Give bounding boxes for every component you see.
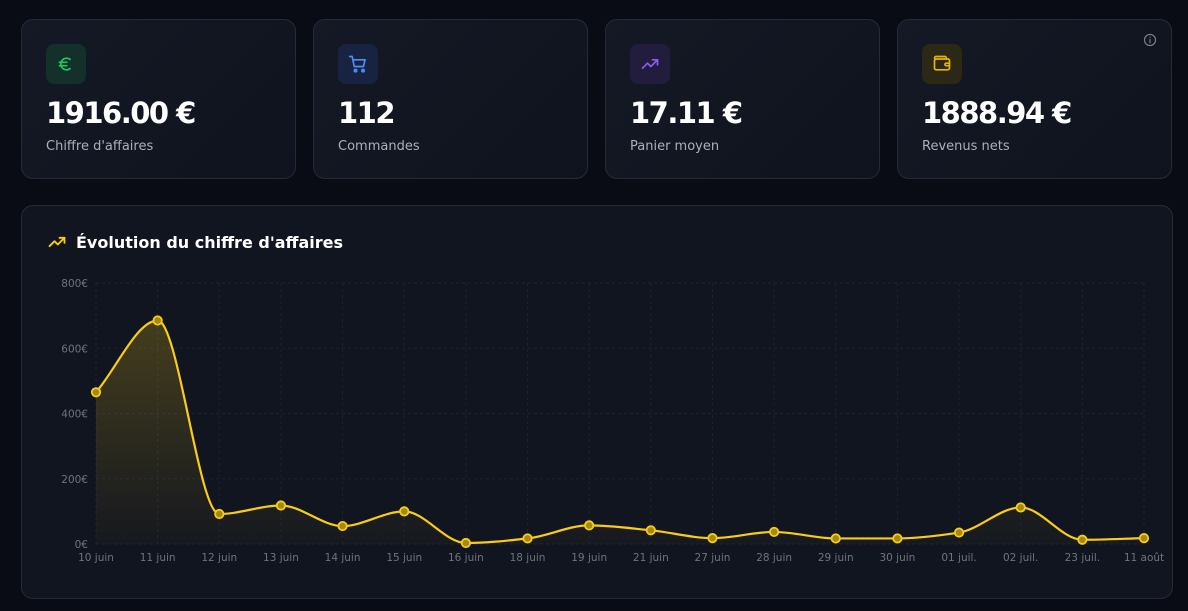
data-point[interactable] <box>522 533 533 544</box>
data-point[interactable] <box>399 506 410 517</box>
kpi-card-revenue: 1916.00 € Chiffre d'affaires <box>21 19 296 179</box>
kpi-row: 1916.00 € Chiffre d'affaires 112 Command… <box>21 19 1173 181</box>
info-icon[interactable] <box>1143 33 1157 47</box>
x-tick-label: 18 juin <box>510 552 546 564</box>
y-tick-label: 400€ <box>61 409 88 421</box>
data-point[interactable] <box>645 525 656 536</box>
x-tick-label: 15 juin <box>386 552 422 564</box>
data-point[interactable] <box>460 537 471 549</box>
euro-icon <box>46 44 86 84</box>
series-area-fill <box>96 320 1144 544</box>
x-tick-label: 11 juin <box>140 552 176 564</box>
kpi-card-net-revenue: 1888.94 € Revenus nets <box>897 19 1172 179</box>
x-tick-label: 01 juil. <box>941 552 976 564</box>
x-tick-label: 13 juin <box>263 552 299 564</box>
kpi-label-net-revenue: Revenus nets <box>922 139 1010 154</box>
cart-icon <box>338 44 378 84</box>
trending-up-icon <box>630 44 670 84</box>
x-tick-label: 10 juin <box>78 552 114 564</box>
x-tick-label: 29 juin <box>818 552 854 564</box>
x-tick-label: 21 juin <box>633 552 669 564</box>
x-tick-label: 28 juin <box>756 552 792 564</box>
wallet-icon <box>922 44 962 84</box>
kpi-label-avg-basket: Panier moyen <box>630 139 720 154</box>
kpi-value-orders: 112 <box>338 96 396 130</box>
kpi-value-net-revenue: 1888.94 € <box>922 96 1072 130</box>
chart-title: Évolution du chiffre d'affaires <box>76 232 344 252</box>
trending-up-icon <box>48 236 66 248</box>
data-point[interactable] <box>584 520 595 531</box>
revenue-chart-card: Évolution du chiffre d'affaires 10 juin 1… <box>21 205 1173 599</box>
data-point[interactable] <box>830 533 841 544</box>
data-point[interactable] <box>275 500 287 511</box>
x-tick-label: 11 août <box>1124 552 1164 564</box>
kpi-card-avg-basket: 17.11 € Panier moyen <box>605 19 880 179</box>
revenue-chart: 10 juin 11 juin 12 juin 13 juin 14 juin 15 ju… <box>61 278 1164 564</box>
y-tick-label: 600€ <box>61 343 88 355</box>
x-tick-label: 12 juin <box>201 552 237 564</box>
data-point[interactable] <box>769 526 780 538</box>
data-point[interactable] <box>214 508 225 520</box>
data-point[interactable] <box>90 387 102 398</box>
y-tick-label: 200€ <box>61 474 88 486</box>
y-tick-label: 0€ <box>75 539 88 551</box>
chart-header: Évolution du chiffre d'affaires <box>47 232 343 252</box>
data-point[interactable] <box>1015 502 1026 513</box>
data-point[interactable] <box>707 533 718 544</box>
x-tick-label: 14 juin <box>325 552 361 564</box>
kpi-value-avg-basket: 17.11 € <box>630 96 743 130</box>
kpi-label-revenue: Chiffre d'affaires <box>46 139 154 154</box>
data-point[interactable] <box>152 315 163 326</box>
x-tick-label: 19 juin <box>571 552 607 564</box>
data-point[interactable] <box>337 520 348 532</box>
series-line <box>95 319 1145 545</box>
data-point[interactable] <box>953 527 965 538</box>
data-point[interactable] <box>1138 533 1150 544</box>
kpi-label-orders: Commandes <box>338 139 420 154</box>
x-tick-label: 16 juin <box>448 552 484 564</box>
x-tick-label: 27 juin <box>695 552 731 564</box>
kpi-card-orders: 112 Commandes <box>313 19 588 179</box>
data-point[interactable] <box>1077 534 1088 545</box>
x-tick-label: 23 juil. <box>1065 552 1100 564</box>
x-tick-label: 30 juin <box>879 552 915 564</box>
data-point[interactable] <box>892 533 903 544</box>
x-tick-label: 02 juil. <box>1003 552 1038 564</box>
kpi-value-revenue: 1916.00 € <box>46 96 196 130</box>
y-tick-label: 800€ <box>61 278 88 290</box>
